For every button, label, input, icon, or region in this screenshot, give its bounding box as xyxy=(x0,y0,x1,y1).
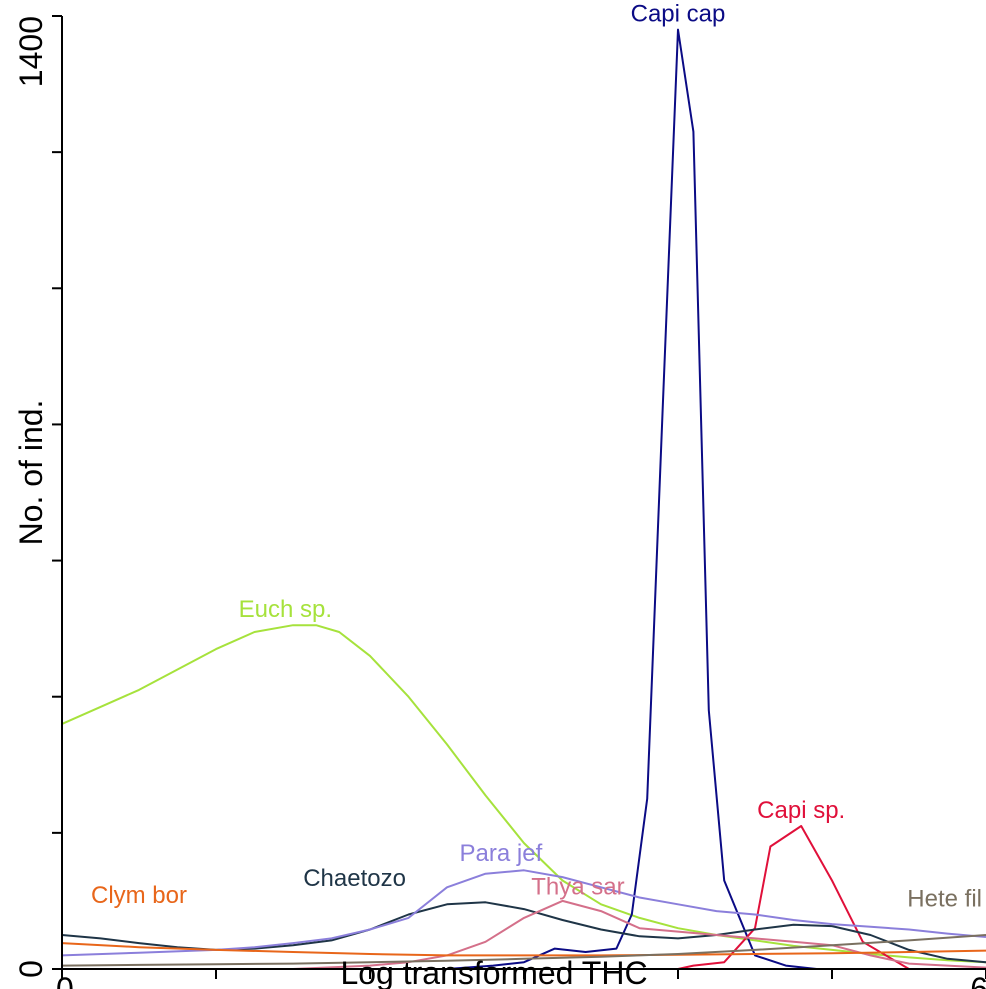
series-label: Hete fil xyxy=(907,886,982,913)
x-tick-label: 0 xyxy=(56,971,74,989)
series-label: Capi cap xyxy=(631,1,726,28)
series-line-thya-sar xyxy=(62,899,986,970)
series-label: Chaetozo xyxy=(303,865,406,892)
series-label: Para jef xyxy=(460,840,543,867)
series-label: Euch sp. xyxy=(239,596,332,623)
series-line-capi-cap xyxy=(62,28,986,970)
axis-layer: 0 6 0 1400 xyxy=(13,15,986,989)
series-label: Capi sp. xyxy=(757,797,845,824)
series-line-clym-bor xyxy=(61,942,986,957)
x-axis-title: Log transformed THC xyxy=(340,955,647,989)
series-label: Thya sar xyxy=(531,873,624,900)
series-line-para-jef xyxy=(61,869,986,957)
series-line-euch-sp xyxy=(61,624,986,964)
y-tick-label: 1400 xyxy=(13,16,49,87)
annotation-layer: Capi cap Euch sp. Capi sp. Para jef Chaetozo… xyxy=(91,1,982,913)
y-axis-title: No. of ind. xyxy=(13,400,49,546)
series-label: Clym bor xyxy=(91,882,187,909)
series-line-hete-fil xyxy=(61,934,986,967)
x-tick-label: 6 xyxy=(970,971,986,989)
y-tick-label: 0 xyxy=(13,960,49,978)
